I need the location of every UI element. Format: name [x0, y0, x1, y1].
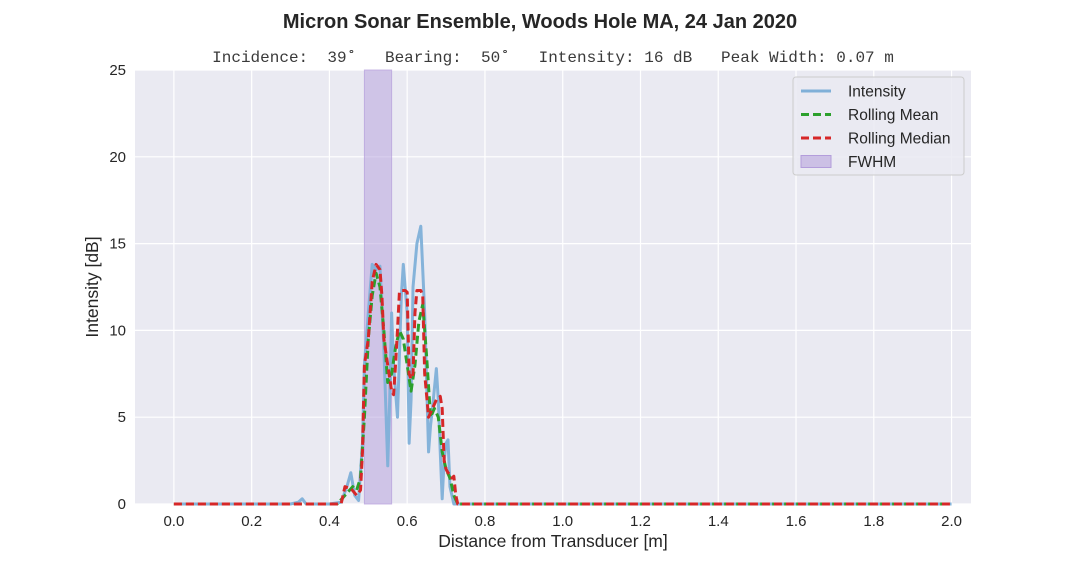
legend-entry-rolling-mean: Rolling Mean [801, 107, 938, 124]
legend-label: FWHM [848, 154, 896, 171]
legend-swatch [800, 155, 832, 168]
y-tick-labels: 0 5 10 15 20 25 [109, 62, 126, 513]
intensity-line [173, 224, 952, 506]
chart-title: Micron Sonar Ensemble, Woods Hole MA, 24… [283, 11, 797, 33]
series-layer [173, 224, 952, 506]
x-tick-label: 1.8 [863, 513, 884, 530]
x-axis-label: Distance from Transducer [m] [438, 531, 668, 551]
legend-label: Rolling Mean [848, 107, 938, 124]
y-tick-label: 10 [109, 322, 126, 339]
x-tick-label: 0.0 [163, 513, 184, 530]
legend: Intensity Rolling Mean Rolling Median FWHM [792, 76, 965, 176]
legend-entry-rolling-median: Rolling Median [801, 131, 951, 148]
y-tick-label: 20 [109, 149, 126, 166]
x-tick-label: 1.6 [786, 513, 807, 530]
chart-subtitle: Incidence: 39˚ Bearing: 50˚ Intensity: 1… [212, 49, 894, 67]
x-tick-label: 0.2 [241, 513, 262, 530]
legend-label: Intensity [848, 84, 906, 101]
x-tick-label: 0.8 [475, 513, 496, 530]
x-tick-label: 2.0 [941, 513, 962, 530]
x-tick-label: 0.4 [319, 513, 340, 530]
legend-label: Rolling Median [848, 131, 951, 148]
legend-entry-intensity: Intensity [801, 84, 906, 101]
rolling-median-line [173, 262, 952, 506]
rolling-mean-line [173, 271, 952, 506]
y-tick-label: 15 [109, 236, 126, 253]
y-tick-label: 25 [109, 62, 126, 79]
legend-entry-fwhm: FWHM [800, 154, 896, 171]
y-axis-label: Intensity [dB] [82, 236, 102, 337]
x-tick-label: 1.0 [552, 513, 573, 530]
x-tick-labels: 0.0 0.2 0.4 0.6 0.8 1.0 1.2 1.4 1.6 1.8 2.0 [163, 513, 962, 530]
x-tick-label: 1.4 [708, 513, 729, 530]
x-tick-label: 1.2 [630, 513, 651, 530]
y-tick-label: 0 [118, 496, 126, 513]
y-tick-label: 5 [118, 409, 126, 426]
legend-box [792, 76, 965, 176]
x-tick-label: 0.6 [397, 513, 418, 530]
